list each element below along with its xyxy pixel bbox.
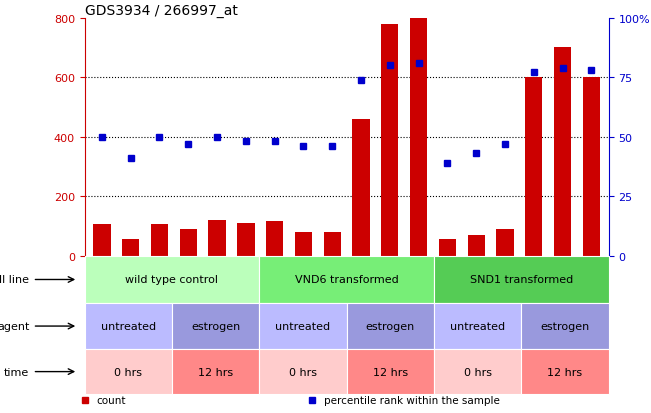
Text: time: time bbox=[4, 367, 29, 377]
Bar bbox=[583, 78, 600, 256]
Bar bbox=[439, 240, 456, 256]
Text: 12 hrs: 12 hrs bbox=[198, 367, 233, 377]
Text: agent: agent bbox=[0, 321, 29, 331]
Bar bbox=[85, 349, 172, 394]
Bar bbox=[295, 232, 312, 256]
Bar bbox=[266, 222, 283, 256]
Text: untreated: untreated bbox=[101, 321, 156, 331]
Bar bbox=[259, 304, 346, 349]
Bar bbox=[525, 78, 542, 256]
Bar bbox=[85, 256, 609, 337]
Bar bbox=[85, 256, 259, 304]
Bar bbox=[496, 229, 514, 256]
Bar bbox=[346, 304, 434, 349]
Bar bbox=[324, 232, 341, 256]
Text: estrogen: estrogen bbox=[191, 321, 240, 331]
Text: estrogen: estrogen bbox=[540, 321, 590, 331]
Text: VND6 transformed: VND6 transformed bbox=[295, 275, 398, 285]
Bar bbox=[434, 349, 521, 394]
Bar bbox=[410, 19, 427, 256]
Text: estrogen: estrogen bbox=[366, 321, 415, 331]
Text: cell line: cell line bbox=[0, 275, 29, 285]
Text: 0 hrs: 0 hrs bbox=[464, 367, 492, 377]
Bar bbox=[237, 223, 255, 256]
Bar bbox=[122, 240, 139, 256]
Bar bbox=[259, 256, 434, 304]
Text: GDS3934 / 266997_at: GDS3934 / 266997_at bbox=[85, 4, 238, 18]
Text: 0 hrs: 0 hrs bbox=[289, 367, 317, 377]
Bar bbox=[521, 349, 609, 394]
Text: 12 hrs: 12 hrs bbox=[373, 367, 408, 377]
Bar bbox=[180, 229, 197, 256]
Text: count: count bbox=[96, 395, 126, 405]
Bar bbox=[352, 119, 370, 256]
Text: 0 hrs: 0 hrs bbox=[115, 367, 143, 377]
Text: SND1 transformed: SND1 transformed bbox=[470, 275, 573, 285]
Bar bbox=[85, 304, 172, 349]
Bar bbox=[554, 48, 572, 256]
Text: wild type control: wild type control bbox=[126, 275, 219, 285]
Text: untreated: untreated bbox=[275, 321, 331, 331]
Bar bbox=[172, 349, 259, 394]
Bar bbox=[521, 304, 609, 349]
Text: 12 hrs: 12 hrs bbox=[547, 367, 583, 377]
Bar bbox=[93, 225, 111, 256]
Bar bbox=[259, 349, 346, 394]
Text: percentile rank within the sample: percentile rank within the sample bbox=[324, 395, 500, 405]
Bar bbox=[434, 304, 521, 349]
Text: untreated: untreated bbox=[450, 321, 505, 331]
Bar bbox=[172, 304, 259, 349]
Bar bbox=[208, 221, 226, 256]
Bar bbox=[381, 24, 398, 256]
Bar bbox=[434, 256, 609, 304]
Bar bbox=[467, 235, 485, 256]
Bar bbox=[151, 225, 168, 256]
Bar bbox=[346, 349, 434, 394]
